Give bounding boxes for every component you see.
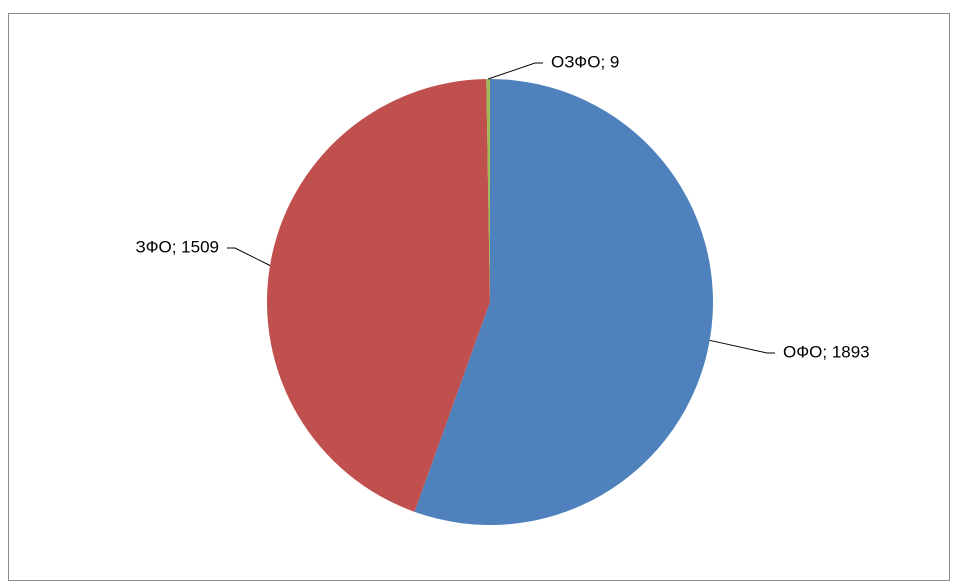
data-label-1: ОФО; 1893 (783, 342, 870, 361)
leader-line-3 (487, 62, 543, 80)
leader-line-2 (227, 247, 271, 266)
pie-slice-1 (414, 79, 713, 525)
pie-slice-2 (266, 79, 490, 512)
pie-slice-3 (486, 79, 490, 302)
data-label-3: ОЗФО; 9 (551, 52, 619, 71)
data-label-2: ЗФО; 1509 (136, 237, 220, 256)
leader-line-1 (709, 339, 775, 354)
